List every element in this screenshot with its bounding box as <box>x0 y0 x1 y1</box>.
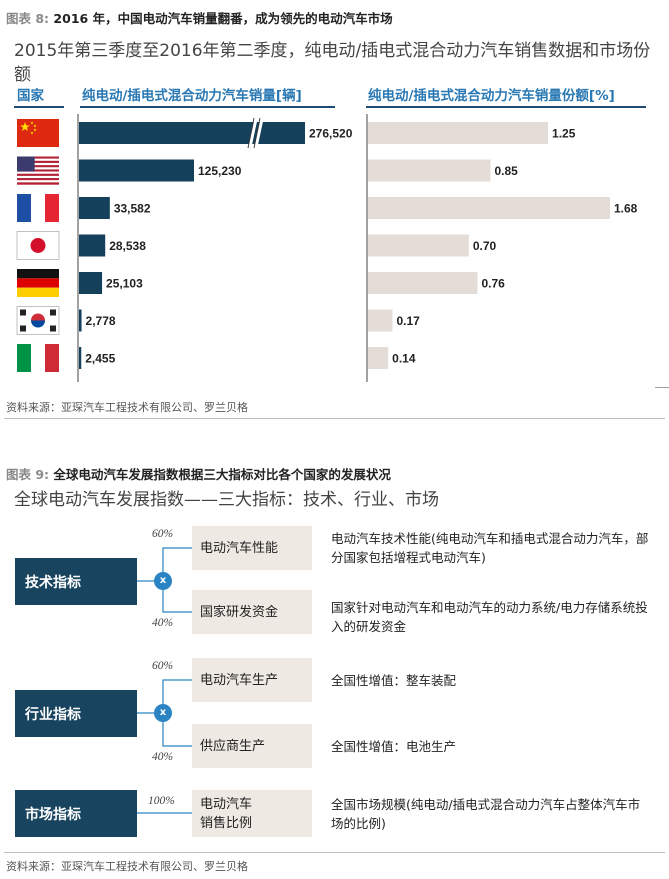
sales-bar-france <box>79 197 110 219</box>
axis-break-mark <box>248 118 258 148</box>
figure-9-caption: 全球电动汽车发展指数根据三大指标对比各个国家的发展状况 <box>53 467 391 482</box>
sub-ev-production: 电动汽车生产 <box>192 658 312 702</box>
figure-8-label: 图表 8: 2016 年，中国电动汽车销量翻番，成为领先的电动汽车市场 <box>6 8 393 27</box>
share-value-label: 1.25 <box>552 127 576 141</box>
multiply-symbol: x <box>159 707 167 718</box>
sub-rd-funding: 国家研发资金 <box>192 590 312 634</box>
share-bar-italy <box>368 347 389 369</box>
desc-ev-performance: 电动汽车技术性能(纯电动汽车和插电式混合动力汽车，部分国家包括增程式电动汽车) <box>331 531 649 565</box>
figure-8-caption: 2016 年，中国电动汽车销量翻番，成为领先的电动汽车市场 <box>53 11 393 26</box>
usa-flag-icon <box>17 156 59 185</box>
sub-ev-performance-label: 电动汽车性能 <box>200 540 279 556</box>
share-value-label: 0.14 <box>392 352 416 366</box>
column-header-share: 纯电动/插电式混合动力汽车销量份额[%] <box>368 88 615 104</box>
weight-ev-sales-share: 100% <box>148 795 175 807</box>
indicator-industry-label: 行业指标 <box>25 706 81 723</box>
multiply-symbol: x <box>159 575 167 586</box>
germany-flag-icon <box>17 269 59 297</box>
axis-break-mark <box>253 117 261 149</box>
sales-bars: 276,520 125,230 33,582 28,538 25,103 2,778 2,4… <box>79 117 353 369</box>
desc-rd-funding: 国家针对电动汽车和电动汽车的动力系统/电力存储系统投入的研发资金 <box>331 600 648 634</box>
figure-9-label: 图表 9: 全球电动汽车发展指数根据三大指标对比各个国家的发展状况 <box>6 464 391 483</box>
share-value-label: 0.17 <box>396 314 420 328</box>
header-rule-share <box>366 106 646 108</box>
sub-supplier-production: 供应商生产 <box>192 724 312 768</box>
china-flag-icon <box>17 119 59 147</box>
desc-ev-production: 全国性增值：整车装配 <box>331 673 457 688</box>
sales-value-label: 2,455 <box>85 352 115 366</box>
share-value-label: 1.68 <box>614 202 638 216</box>
sub-ev-performance: 电动汽车性能 <box>192 526 312 570</box>
indicator-technology-label: 技术指标 <box>25 574 81 591</box>
multiply-icon: x <box>154 572 172 590</box>
sub-ev-sales-share: 电动汽车销售比例 <box>192 790 312 837</box>
header-rule-country <box>14 106 64 108</box>
indicator-industry: 行业指标 <box>15 690 137 737</box>
share-bar-south-korea <box>368 309 393 332</box>
share-bar-france <box>368 197 610 219</box>
diagram-title: 全球电动汽车发展指数——三大指标：技术、行业、市场 <box>14 490 439 510</box>
sub-ev-sales-share-label: 电动汽车销售比例 <box>200 796 253 831</box>
indicator-market-label: 市场指标 <box>25 806 81 823</box>
sales-chart: 276,520 125,230 33,582 28,538 25,103 2,778 2,4… <box>16 114 669 388</box>
weight-supplier-production: 40% <box>152 751 174 763</box>
header-rule-sales <box>80 106 335 108</box>
share-value-label: 0.76 <box>481 277 505 291</box>
share-bar-germany <box>368 272 478 294</box>
desc-ev-sales-share: 全国市场规模(纯电动/插电式混合动力汽车占整体汽车市场的比例) <box>331 797 641 831</box>
figure-9-source: 资料来源：亚琛汽车工程技术有限公司、罗兰贝格 <box>6 860 248 873</box>
share-bar-china <box>368 122 549 144</box>
sales-value-label: 125,230 <box>198 164 242 178</box>
flag-column <box>16 119 60 372</box>
sub-rd-funding-label: 国家研发资金 <box>200 604 279 620</box>
weight-rd-funding: 40% <box>152 617 174 629</box>
sales-bar-germany <box>79 272 103 294</box>
sales-bar-united-states <box>79 159 194 182</box>
sales-bar-south-korea <box>79 309 82 332</box>
figure-9-number: 图表 9: <box>6 467 50 482</box>
sales-bar-italy <box>79 347 82 369</box>
share-bar-japan <box>368 234 469 257</box>
figure-8-rule <box>4 418 665 419</box>
france-flag-icon <box>17 194 59 222</box>
sub-ev-production-label: 电动汽车生产 <box>200 672 279 688</box>
column-header-country: 国家 <box>17 88 44 104</box>
multiply-icon: x <box>154 704 172 722</box>
sales-value-label: 33,582 <box>114 202 151 216</box>
share-bars: 1.25 0.85 1.68 0.70 0.76 0.17 0.14 <box>368 122 638 369</box>
diagram-connectors <box>137 547 192 814</box>
sales-bar-china <box>79 122 305 144</box>
share-bar-united-states <box>368 159 491 182</box>
sales-value-label: 2,778 <box>86 314 116 328</box>
weight-ev-performance: 60% <box>152 528 174 540</box>
figure-8-number: 图表 8: <box>6 11 50 26</box>
indicator-technology: 技术指标 <box>15 558 137 605</box>
axis-break-mark <box>247 117 255 149</box>
indicator-market: 市场指标 <box>15 790 137 837</box>
sales-bar-japan <box>79 234 106 257</box>
desc-supplier-production: 全国性增值：电池生产 <box>331 739 457 754</box>
axis-break-mark <box>254 118 264 148</box>
share-value-label: 0.85 <box>494 164 518 178</box>
sub-supplier-production-label: 供应商生产 <box>200 738 266 754</box>
share-value-label: 0.70 <box>473 239 497 253</box>
column-header-sales: 纯电动/插电式混合动力汽车销量[辆] <box>82 88 302 104</box>
italy-flag-icon <box>17 344 59 372</box>
figure-8-source: 资料来源：亚琛汽车工程技术有限公司、罗兰贝格 <box>6 401 248 414</box>
figure-9-rule <box>4 852 665 853</box>
south-korea-flag-icon <box>16 306 60 335</box>
chart-title: 2015年第三季度至2016年第二季度，纯电动/插电式混合动力汽车销售数据和市场… <box>14 41 651 85</box>
sales-value-label: 276,520 <box>309 127 353 141</box>
japan-flag-icon <box>16 231 60 260</box>
weight-ev-production: 60% <box>152 660 174 672</box>
sales-value-label: 25,103 <box>106 277 143 291</box>
sales-value-label: 28,538 <box>109 239 146 253</box>
